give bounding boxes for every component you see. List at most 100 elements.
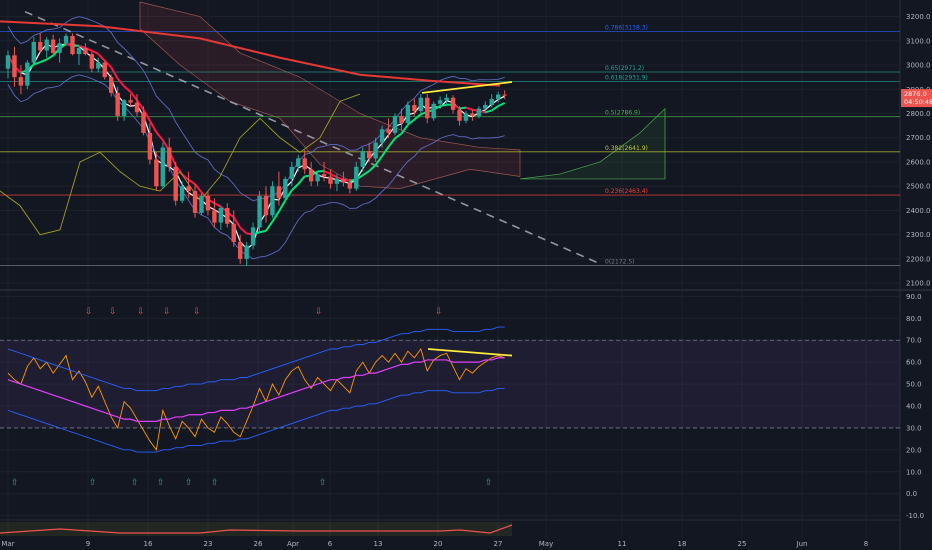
price-axis-label: 2800.0 — [906, 110, 931, 118]
candle-body — [302, 158, 307, 170]
candle-body — [444, 97, 449, 101]
candle — [31, 37, 36, 66]
candle — [392, 113, 398, 136]
candle-body — [437, 100, 443, 104]
rsi-axis-label: 60.0 — [906, 359, 922, 367]
candle — [476, 106, 482, 119]
cloud-bearish — [139, 1, 521, 189]
rsi-axis-label: 10.0 — [906, 468, 922, 476]
candle-body — [225, 208, 230, 224]
candle — [367, 142, 372, 162]
time-axis-label: 27 — [494, 540, 503, 548]
trend-signal-segment — [368, 164, 377, 172]
candle — [496, 91, 501, 103]
candle-body — [457, 109, 462, 121]
candle-body — [347, 182, 353, 189]
rsi-axis-label: 0.0 — [906, 490, 917, 498]
time-axis-label: 25 — [738, 540, 747, 548]
candle-body — [83, 48, 88, 55]
candle-body — [276, 186, 282, 199]
rsi-axis-label: 50.0 — [906, 381, 922, 389]
candle — [218, 205, 224, 230]
candle-body — [354, 166, 359, 189]
candle — [25, 60, 30, 90]
candle — [328, 169, 333, 189]
trend-signal-segment — [136, 99, 145, 111]
annotations — [421, 81, 513, 94]
candle-body — [315, 174, 320, 182]
ichimoku-cloud — [139, 1, 666, 189]
candle-body — [70, 35, 75, 55]
price-axis-label: 2400.0 — [906, 207, 931, 215]
time-axis[interactable]: Mar 9 16 23 26 Apr 6 13 20 27 May 11 18 25 Jun 8 — [1, 540, 868, 548]
divergence-line-price — [421, 81, 513, 94]
candle-body — [231, 223, 236, 242]
long-ma-line — [0, 20, 501, 87]
trend-signal-segment — [97, 53, 106, 62]
candle-body — [76, 48, 82, 55]
trend-signal-segment — [39, 58, 48, 64]
candle — [141, 106, 146, 136]
buy-arrow-icon: ⇧ — [211, 478, 219, 488]
band-upper-line — [7, 16, 505, 202]
candle — [12, 46, 17, 87]
candle-body — [147, 132, 153, 160]
buy-arrow-icon: ⇧ — [11, 478, 19, 488]
candle-body — [154, 159, 159, 187]
candle-body — [167, 147, 172, 167]
candle-body — [218, 208, 224, 223]
candle-body — [321, 174, 327, 177]
candle-body — [192, 191, 198, 213]
candle — [238, 234, 243, 264]
candle — [418, 94, 423, 114]
price-axis-label: 2600.0 — [906, 158, 931, 166]
candle — [470, 109, 475, 121]
candle-body — [270, 186, 275, 216]
price-axis-label: 3200.0 — [906, 13, 931, 21]
candle — [431, 101, 436, 121]
candle — [225, 203, 230, 228]
lagging-span-line — [0, 93, 361, 236]
candle-body — [96, 62, 101, 69]
candle-body — [405, 105, 411, 124]
fib-level-label: 0.618(2931.9) — [605, 75, 648, 82]
candle-body — [102, 62, 107, 78]
candle — [50, 34, 56, 56]
price-axis-label: 2500.0 — [906, 183, 931, 191]
trend-signal-segment — [142, 108, 151, 122]
candle-body — [483, 105, 488, 109]
trend-signal-segment — [381, 146, 390, 157]
candle — [70, 33, 75, 56]
rsi-ma-line — [7, 357, 505, 422]
fib-level-label: 0.5(2786.9) — [605, 110, 640, 117]
trend-signal-segment — [46, 54, 54, 61]
trend-signal-segment — [323, 170, 331, 175]
time-axis-label: 11 — [618, 540, 627, 548]
price-axis-label: 2100.0 — [906, 280, 931, 288]
trend-signal-segment — [497, 102, 506, 108]
trend-signal-segment — [181, 173, 190, 181]
candle-body — [205, 195, 211, 211]
candle — [231, 210, 236, 247]
candle-body — [115, 92, 120, 116]
sell-arrow-icon: ⇩ — [315, 307, 323, 317]
candle-body — [263, 195, 269, 216]
candle-body — [212, 210, 217, 223]
candle-body — [186, 186, 191, 192]
trend-signal-segment — [374, 155, 383, 166]
candle — [160, 142, 165, 189]
candle — [121, 98, 127, 121]
price-axis[interactable]: 3200.03100.03000.02900.02800.02700.02600… — [901, 13, 932, 520]
time-axis-label: 13 — [374, 540, 383, 548]
sell-arrow-icon: ⇩ — [435, 307, 443, 317]
candle — [276, 171, 282, 206]
trend-signal-segment — [465, 106, 473, 111]
candlestick-series — [5, 33, 507, 267]
price-axis-label: 2700.0 — [906, 134, 931, 142]
candle-body — [44, 39, 49, 51]
candle-body — [367, 151, 372, 159]
candle — [360, 147, 365, 172]
rsi-band-lower — [7, 388, 505, 453]
